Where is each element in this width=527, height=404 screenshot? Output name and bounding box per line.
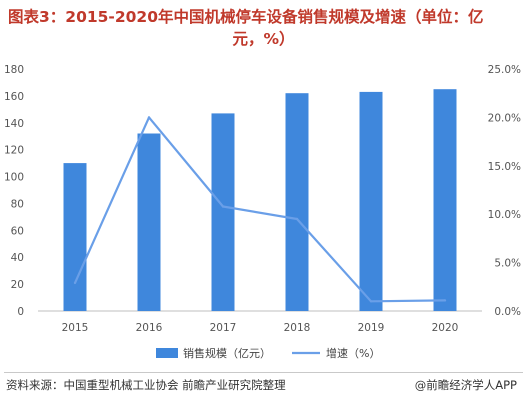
bar-2017 [211,113,235,312]
left-tick-label: 120 [4,145,24,157]
bars-group [63,89,457,312]
x-tick-label: 2020 [432,322,459,334]
right-tick-label: 0.0% [494,306,521,318]
x-tick-label: 2015 [62,322,89,334]
right-tick-label: 15.0% [488,161,521,173]
growth-line-group [73,116,447,303]
x-axis-ticks: 2015 2016 2017 2018 2019 2020 [62,322,459,334]
source-text: 资料来源：中国重型机械工业协会 前瞻产业研究院整理 [6,378,286,392]
chart-title-line2: 元，%） [232,30,295,48]
left-tick-label: 180 [4,64,24,76]
growth-line [73,116,446,303]
right-tick-label: 20.0% [488,112,521,124]
bar-2016 [137,133,161,311]
left-tick-label: 100 [4,172,24,184]
growth-point-2019 [369,300,373,303]
left-tick-label: 60 [11,225,24,237]
chart-title: 图表3：2015-2020年中国机械停车设备销售规模及增速（单位：亿 元，%） [8,6,519,50]
chart-title-line1: 图表3：2015-2020年中国机械停车设备销售规模及增速（单位：亿 [8,8,484,26]
brand-text: @前瞻经济学人APP [414,378,517,392]
left-tick-label: 140 [4,118,24,130]
bar-2020 [433,89,457,311]
bar-2015 [63,163,87,311]
growth-point-2016 [147,116,151,119]
legend: 销售规模（亿元） 增速（%） [156,346,380,360]
left-tick-label: 160 [4,91,24,103]
right-axis-ticks: 0.0% 5.0% 10.0% 15.0% 20.0% 25.0% [488,64,521,318]
right-tick-label: 10.0% [488,209,521,221]
legend-line-label: 增速（%） [326,346,380,360]
growth-point-2018 [295,217,299,221]
bar-2019 [359,91,383,312]
left-tick-label: 80 [11,198,24,210]
left-tick-label: 40 [11,252,24,264]
bar-2018 [285,93,309,311]
right-tick-label: 25.0% [488,64,521,76]
growth-point-2020 [443,299,447,302]
left-axis-ticks: 0 20 40 60 80 100 120 140 160 180 [4,64,24,318]
left-tick-label: 0 [17,306,24,318]
footer-divider [4,372,523,373]
left-tick-label: 20 [11,279,24,291]
growth-point-2017 [221,205,225,208]
x-tick-label: 2018 [284,322,311,334]
growth-point-2015 [73,281,77,285]
legend-bar-swatch [156,348,178,358]
x-tick-label: 2017 [210,322,237,334]
footer: 资料来源：中国重型机械工业协会 前瞻产业研究院整理 @前瞻经济学人APP [0,372,527,404]
chart-svg: 0 20 40 60 80 100 120 140 160 180 0.0% 5.0% 10.0% 15… [4,64,521,360]
x-tick-label: 2019 [358,322,385,334]
right-tick-label: 5.0% [494,258,521,270]
legend-bar-label: 销售规模（亿元） [183,346,271,360]
x-tick-label: 2016 [136,322,163,334]
